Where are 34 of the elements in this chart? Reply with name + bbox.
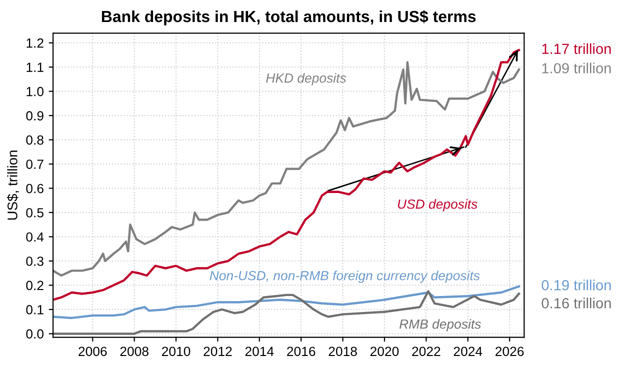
- chart-title: Bank deposits in HK, total amounts, in US$ terms: [102, 10, 476, 26]
- y-tick-label: 0.4: [26, 232, 44, 242]
- text: 1.17 trillion: [542, 43, 611, 54]
- y-tick-label: 1.1: [26, 62, 44, 72]
- text: 0.16 trillion: [542, 298, 611, 308]
- x-tick-label: 2008: [120, 346, 148, 356]
- x-tick-label: 2014: [245, 346, 274, 356]
- y-tick-label: 0.0: [26, 329, 44, 339]
- x-tick-label: 2006: [78, 346, 107, 356]
- y-tick-label: 0.2: [26, 280, 44, 290]
- y-tick-label: 0.7: [26, 160, 44, 169]
- y-tick-label: 0.6: [26, 184, 44, 194]
- y-tick-label: 0.5: [26, 208, 44, 218]
- series-label: RMB deposits: [399, 319, 481, 332]
- text: 1.09 trillion: [542, 62, 611, 74]
- x-tick-label: 2018: [328, 346, 357, 356]
- y-tick-label: 1.0: [26, 86, 44, 96]
- x-tick-label: 2012: [204, 346, 232, 356]
- x-tick-label: 2022: [412, 346, 440, 356]
- y-tick-label: 1.2: [26, 38, 44, 48]
- x-tick-label: 2024: [454, 346, 482, 356]
- x-tick-label: 2010: [162, 346, 190, 356]
- y-tick-label: 0.8: [26, 135, 44, 145]
- x-tick-label: 2016: [287, 346, 316, 356]
- series-label: Non-USD, non-RMB foreign currency deposits: [210, 270, 480, 283]
- x-tick-label: 2026: [496, 346, 524, 356]
- y-axis-title: US$, trillion: [6, 150, 20, 220]
- y-tick-label: 0.3: [26, 256, 44, 266]
- text: 0.19 trillion: [542, 280, 611, 290]
- text: HKD deposits: [266, 73, 346, 86]
- text: USD deposits: [398, 199, 478, 212]
- x-tick-label: 2020: [370, 346, 399, 356]
- y-tick-label: 0.1: [26, 305, 44, 314]
- y-tick-label: 0.9: [26, 111, 44, 120]
